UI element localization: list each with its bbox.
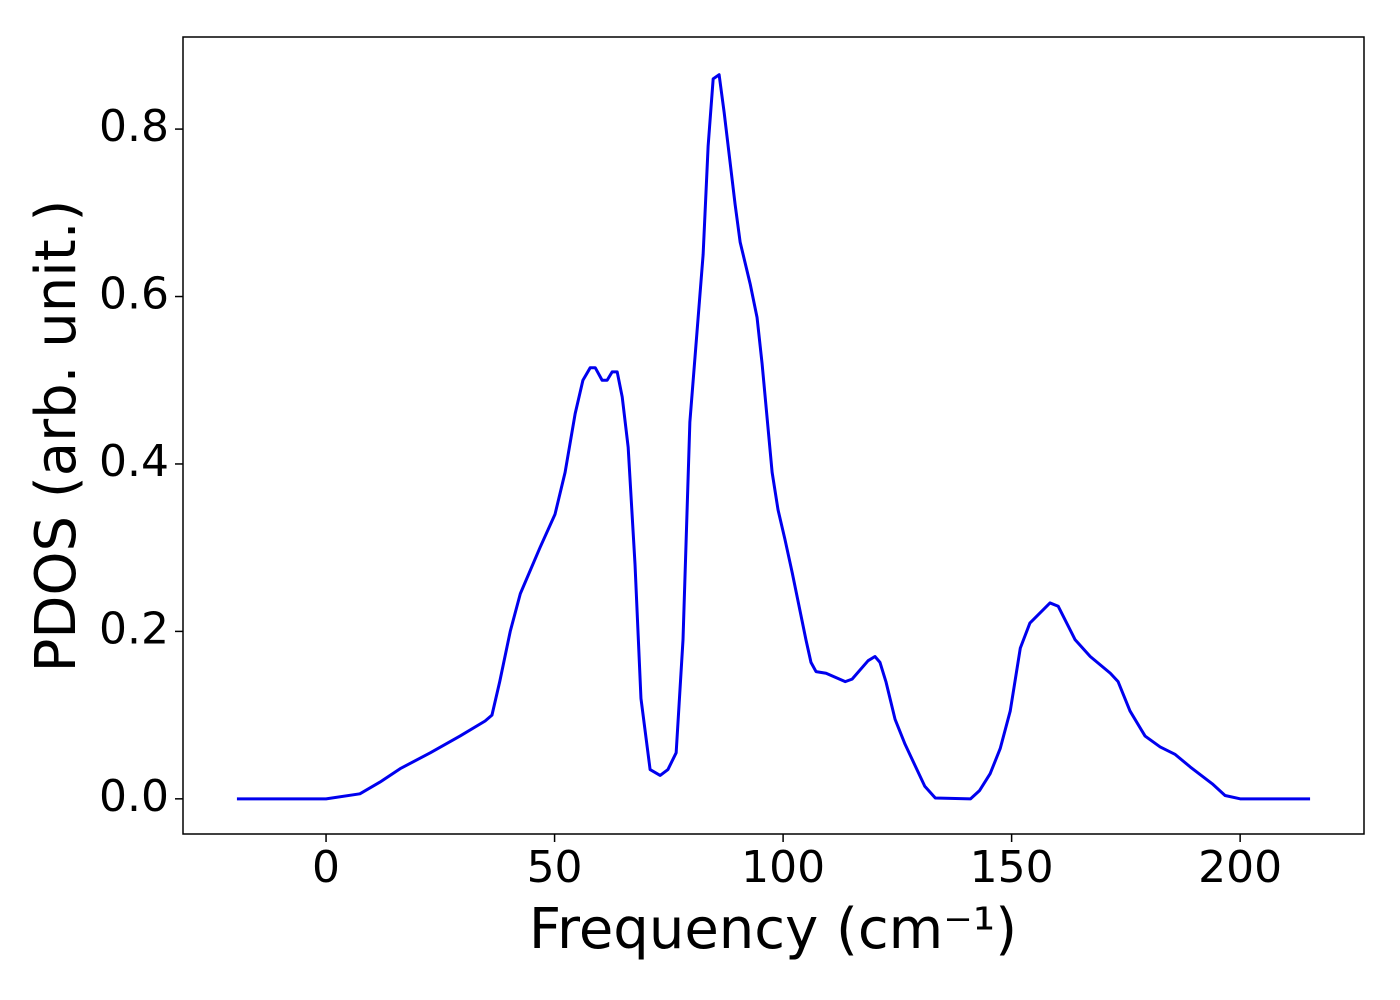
x-tick-label: 200: [1198, 842, 1282, 893]
y-axis-label: PDOS (arb. unit.): [24, 200, 89, 673]
x-tick-label: 0: [312, 842, 340, 893]
y-tick-label: 0.0: [99, 771, 169, 822]
y-tick-label: 0.2: [99, 603, 169, 654]
y-tick-label: 0.8: [99, 101, 169, 152]
x-tick-label: 150: [970, 842, 1054, 893]
x-tick-label: 50: [527, 842, 583, 893]
x-tick-label: 100: [741, 842, 825, 893]
plot-frame: [182, 36, 1365, 835]
line: [236, 73, 1311, 801]
y-tick-label: 0.4: [99, 436, 169, 487]
x-axis-label: Frequency (cm⁻¹): [529, 897, 1017, 962]
y-tick-label: 0.6: [99, 269, 169, 320]
